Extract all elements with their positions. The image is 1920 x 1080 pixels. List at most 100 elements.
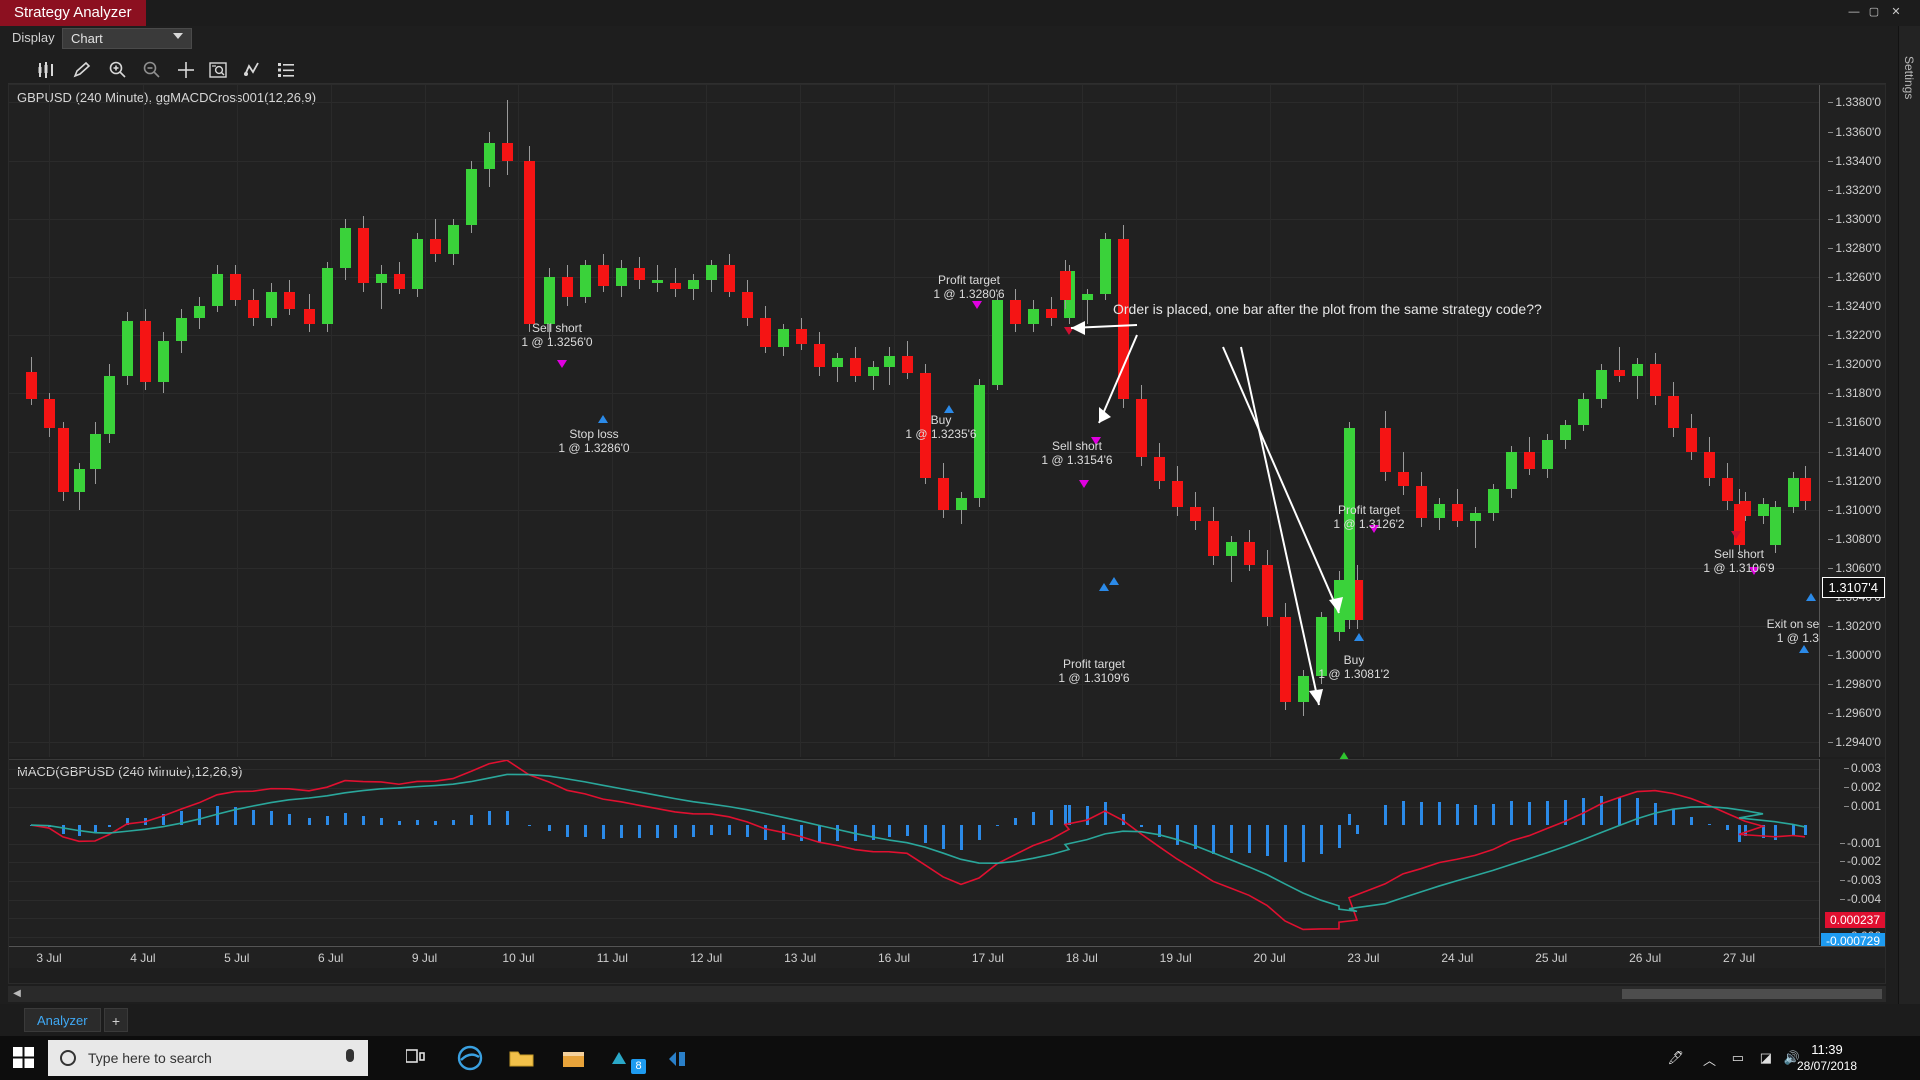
vscode-icon[interactable] — [656, 1040, 700, 1076]
ninjatrader-icon[interactable]: 8 — [604, 1040, 648, 1076]
network-icon[interactable]: ◪ — [1759, 1050, 1772, 1065]
gridline — [424, 85, 426, 757]
macd-histogram-bar — [1049, 809, 1053, 826]
gridline — [1551, 85, 1553, 757]
display-bar: Display Chart — [0, 26, 1898, 52]
macd-histogram-bar — [1545, 800, 1549, 826]
candlestick — [211, 265, 223, 312]
candlestick — [991, 294, 1003, 391]
data-box-icon[interactable] — [202, 56, 234, 84]
trade-label-profit-target-2: Profit target 1 @ 1.3109'6 — [1058, 657, 1129, 685]
candlestick — [777, 323, 789, 356]
tab-analyzer[interactable]: Analyzer — [24, 1008, 101, 1032]
edge-icon[interactable] — [448, 1040, 492, 1076]
bars-icon[interactable] — [30, 56, 62, 84]
microphone-icon[interactable] — [346, 1049, 354, 1062]
clock-date[interactable]: 28/07/2018 — [1796, 1059, 1858, 1073]
candlestick — [283, 279, 295, 315]
trade-marker-up — [1806, 593, 1816, 601]
candlestick — [1135, 384, 1147, 467]
search-input[interactable]: Type here to search — [48, 1040, 368, 1076]
battery-icon[interactable]: ▭ — [1731, 1050, 1744, 1065]
macd-pane[interactable]: MACD(GBPUSD (240 Minute),12,26,9) — [9, 759, 1819, 945]
macd-histogram-bar — [1355, 825, 1359, 834]
time-tick: 13 Jul — [784, 951, 817, 965]
trade-label-action: Sell short — [1051, 439, 1103, 453]
candlestick — [633, 256, 645, 289]
display-label: Display — [12, 30, 55, 45]
settings-rail[interactable]: Settings — [1898, 26, 1920, 1026]
macd-histogram-bar — [1707, 823, 1711, 826]
pen-tray-icon[interactable]: 🖊 — [1667, 1050, 1684, 1065]
volume-icon[interactable]: 🔊 — [1783, 1050, 1800, 1065]
gridline — [612, 85, 614, 757]
task-view-icon[interactable] — [396, 1040, 440, 1076]
gridline — [800, 85, 802, 757]
trade-label-price: 1 @ 1.3235'6 — [905, 427, 977, 441]
time-tick: 25 Jul — [1535, 951, 1568, 965]
gridline — [894, 85, 895, 757]
price-pane[interactable]: GBPUSD (240 Minute), ggMACDCross001(12,2… — [9, 85, 1831, 760]
gridline — [9, 918, 1819, 920]
indicator-icon[interactable] — [236, 56, 268, 84]
gridline — [1175, 85, 1177, 757]
show-desktop-button[interactable] — [1912, 1036, 1920, 1080]
macd-histogram-bar — [1103, 802, 1107, 826]
gridline — [1363, 85, 1365, 757]
candlestick — [357, 215, 369, 292]
candlestick — [1505, 445, 1517, 499]
gridline — [1269, 85, 1271, 757]
chevron-up-icon[interactable]: ︿ — [1702, 1053, 1716, 1068]
search-placeholder: Type here to search — [88, 1050, 212, 1066]
maximize-button[interactable]: ▢ — [1868, 6, 1880, 18]
gridline — [1739, 85, 1740, 757]
macd-histogram-bar — [745, 825, 749, 838]
macd-histogram-bar — [995, 825, 999, 827]
macd-histogram-bar — [977, 825, 981, 841]
file-explorer-icon[interactable] — [500, 1040, 544, 1076]
macd-histogram-bar — [583, 825, 587, 838]
macd-histogram-bar — [1211, 825, 1215, 854]
candlestick — [73, 463, 85, 510]
crosshair-icon[interactable] — [170, 56, 202, 84]
macd-histogram-bar — [215, 805, 219, 826]
gridline — [1645, 85, 1647, 757]
scrollbar-thumb[interactable] — [1622, 989, 1882, 999]
scroll-left-icon[interactable]: ◀ — [13, 988, 21, 999]
horizontal-scrollbar[interactable]: ◀ ▶ — [8, 986, 1886, 1002]
candlestick — [1595, 364, 1607, 408]
candlestick — [1433, 498, 1445, 531]
trade-marker-up — [944, 405, 954, 413]
zoom-out-icon[interactable] — [136, 56, 168, 84]
time-axis[interactable]: 3 Jul 4 Jul 5 Jul 6 Jul 9 Jul 10 Jul 11 Jul 12 … — [9, 946, 1885, 968]
tab-strategy-analyzer[interactable]: Strategy Analyzer — [0, 0, 146, 26]
trade-label-action: Profit target — [1062, 657, 1126, 671]
price-tick: 1.3100'0 — [1828, 502, 1881, 517]
clock-time[interactable]: 11:39 — [1811, 1042, 1843, 1057]
minimize-button[interactable]: — — [1848, 6, 1860, 18]
macd-histogram-bar — [1689, 816, 1693, 826]
trade-marker-down — [972, 301, 982, 309]
candlestick — [321, 262, 333, 333]
price-axis[interactable]: 1.3380'0 1.3360'0 1.3340'0 1.3320'0 1.3300'0… — [1819, 85, 1885, 757]
list-icon[interactable] — [270, 56, 302, 84]
gridline — [236, 85, 238, 757]
annotation-text: Order is placed, one bar after the plot … — [1113, 301, 1542, 317]
store-icon[interactable] — [552, 1040, 596, 1076]
macd-histogram-bar — [727, 825, 731, 836]
close-button[interactable]: ✕ — [1891, 6, 1901, 18]
macd-tick: 0.003 — [1843, 761, 1881, 776]
trade-label-stop-loss-1: Stop loss 1 @ 1.3286'0 — [558, 427, 629, 455]
macd-histogram-bar — [941, 825, 945, 849]
draw-pencil-icon[interactable] — [66, 56, 98, 84]
gridline — [518, 85, 520, 757]
candlestick — [1279, 602, 1291, 711]
display-select[interactable]: Chart — [62, 28, 192, 49]
price-tick: 1.3340'0 — [1828, 153, 1881, 168]
start-button[interactable] — [0, 1036, 48, 1080]
add-tab-button[interactable]: + — [104, 1008, 128, 1032]
zoom-in-icon[interactable] — [102, 56, 134, 84]
candlestick — [1487, 483, 1499, 522]
candlestick — [1379, 410, 1391, 481]
display-select-value: Chart — [71, 31, 103, 46]
